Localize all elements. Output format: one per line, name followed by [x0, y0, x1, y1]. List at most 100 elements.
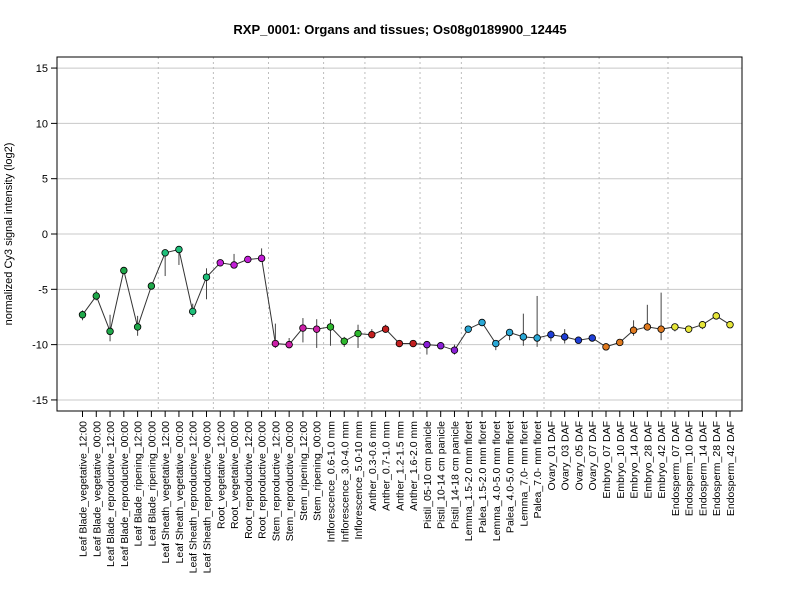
- y-tick-label: 15: [36, 63, 48, 75]
- x-tick-label: Anther_1.2-1.5 mm: [394, 421, 406, 511]
- data-point: [120, 266, 128, 275]
- data-point: [175, 245, 183, 254]
- data-point: [574, 336, 583, 344]
- data-point: [478, 318, 486, 327]
- x-tick-label: Root_vegetative_00:00: [229, 421, 241, 529]
- x-tick-label: Leaf Sheath_reproductive_00:00: [202, 421, 214, 574]
- data-point: [133, 323, 142, 331]
- x-tick-label: Endosperm_14 DAF: [697, 421, 709, 516]
- y-tick-label: 5: [42, 174, 48, 186]
- plot-frame: [56, 56, 743, 412]
- x-tick-label: Embryo_14 DAF: [629, 421, 641, 499]
- data-point: [313, 325, 321, 333]
- x-tick-label: Leaf Blade_vegetative_12:00: [78, 421, 90, 557]
- y-tick-label: -10: [32, 340, 48, 352]
- x-tick-label: Palea_7.0- mm floret: [532, 421, 544, 519]
- x-tick-label: Inflorescence_3.0-4.0 mm: [339, 421, 351, 543]
- x-tick-label: Root_reproductive_12:00: [243, 421, 255, 539]
- data-point: [726, 321, 734, 329]
- data-point: [161, 249, 169, 257]
- data-point: [244, 255, 252, 264]
- data-point: [326, 323, 335, 331]
- x-tick-label: Leaf Blade_reproductive_00:00: [119, 421, 131, 567]
- x-tick-label: Lemma_1.5-2.0 mm floret: [463, 421, 475, 541]
- data-point: [616, 338, 624, 347]
- x-tick-label: Lemma_7.0- mm floret: [518, 421, 530, 527]
- x-tick-label: Anther_0.3-0.6 mm: [367, 421, 379, 511]
- x-tick-label: Stem_ripening_12:00: [298, 421, 310, 521]
- data-point: [629, 326, 638, 334]
- x-tick-label: Embryo_07 DAF: [601, 421, 613, 499]
- series-line: [82, 248, 731, 351]
- data-point: [684, 325, 693, 333]
- data-point: [257, 254, 266, 263]
- x-tick-label: Anther_1.6-2.0 mm: [408, 421, 420, 511]
- data-point: [712, 312, 720, 320]
- data-point: [602, 343, 610, 351]
- data-point: [423, 340, 431, 349]
- x-tick-label: Embryo_42 DAF: [656, 421, 668, 499]
- data-point: [560, 333, 569, 341]
- y-tick-label: 0: [42, 229, 48, 241]
- data-point: [533, 334, 541, 342]
- data-point: [202, 273, 211, 281]
- x-tick-label: Leaf Blade_ripening_12:00: [133, 421, 145, 547]
- data-point: [643, 323, 652, 331]
- data-point: [271, 339, 280, 348]
- x-tick-label: Ovary_03 DAF: [560, 421, 572, 490]
- data-point: [519, 333, 528, 341]
- x-tick-label: Ovary_05 DAF: [574, 421, 586, 490]
- data-point: [698, 321, 707, 329]
- data-point: [106, 327, 114, 336]
- x-tick-label: Palea_4.0-5.0 mm floret: [505, 421, 517, 533]
- data-point: [285, 340, 293, 349]
- data-point: [436, 342, 445, 350]
- x-tick-label: Embryo_28 DAF: [642, 421, 654, 499]
- x-tick-label: Pistil_10-14 cm panicle: [436, 421, 448, 529]
- x-tick-label: Ovary_01 DAF: [546, 421, 558, 490]
- data-point: [368, 330, 376, 339]
- y-axis-label: normalized Cy3 signal intensity (log2): [3, 143, 15, 326]
- x-tick-label: Leaf Sheath_reproductive_12:00: [188, 421, 200, 574]
- data-point: [189, 307, 197, 316]
- data-point: [671, 323, 679, 331]
- x-tick-label: Root_vegetative_12:00: [215, 421, 227, 529]
- x-tick-label: Pistil_05-10 cm panicle: [422, 421, 434, 529]
- data-point: [147, 282, 156, 290]
- data-point: [492, 339, 500, 348]
- data-point: [588, 334, 596, 342]
- data-point: [381, 325, 390, 333]
- x-tick-label: Leaf Sheath_vegetative_00:00: [174, 421, 186, 564]
- series-layer: [78, 245, 734, 355]
- data-point: [299, 324, 307, 332]
- data-point: [340, 337, 348, 346]
- chart-title: RXP_0001: Organs and tissues; Os08g01899…: [233, 22, 566, 37]
- x-tick-label: Stem_reproductive_00:00: [284, 421, 296, 541]
- y-tick-label: 10: [36, 118, 48, 130]
- x-tick-label: Endosperm_42 DAF: [725, 421, 737, 516]
- data-point: [464, 325, 472, 333]
- x-tick-label: Stem_ripening_00:00: [312, 421, 324, 521]
- data-point: [547, 330, 555, 339]
- data-point: [409, 339, 417, 348]
- data-point: [505, 328, 514, 337]
- x-tick-label: Leaf Sheath_vegetative_12:00: [160, 421, 172, 564]
- x-tick-label: Pistil_14-18 cm panicle: [450, 421, 462, 529]
- data-point: [395, 339, 404, 348]
- x-tick-label: Anther_0.7-1.0 mm: [381, 421, 393, 511]
- data-point: [450, 346, 459, 354]
- data-point: [92, 292, 100, 300]
- y-tick-label: -15: [32, 395, 48, 407]
- x-tick-label: Ovary_07 DAF: [587, 421, 599, 490]
- x-tick-label: Leaf Blade_ripening_00:00: [146, 421, 158, 547]
- x-tick-label: Leaf Blade_reproductive_12:00: [105, 421, 117, 567]
- data-point: [216, 259, 224, 267]
- data-point: [78, 311, 87, 319]
- axis-layer: -15 -10 -5 0 5 10 15 Leaf Blade_vegetative_12:0…: [32, 63, 737, 573]
- x-tick-label: Endosperm_28 DAF: [711, 421, 723, 516]
- x-tick-label: Lemma_4.0-5.0 mm floret: [491, 421, 503, 541]
- x-tick-label: Leaf Blade_vegetative_00:00: [91, 421, 103, 557]
- data-point: [354, 329, 362, 338]
- x-tick-label: Root_reproductive_00:00: [257, 421, 269, 539]
